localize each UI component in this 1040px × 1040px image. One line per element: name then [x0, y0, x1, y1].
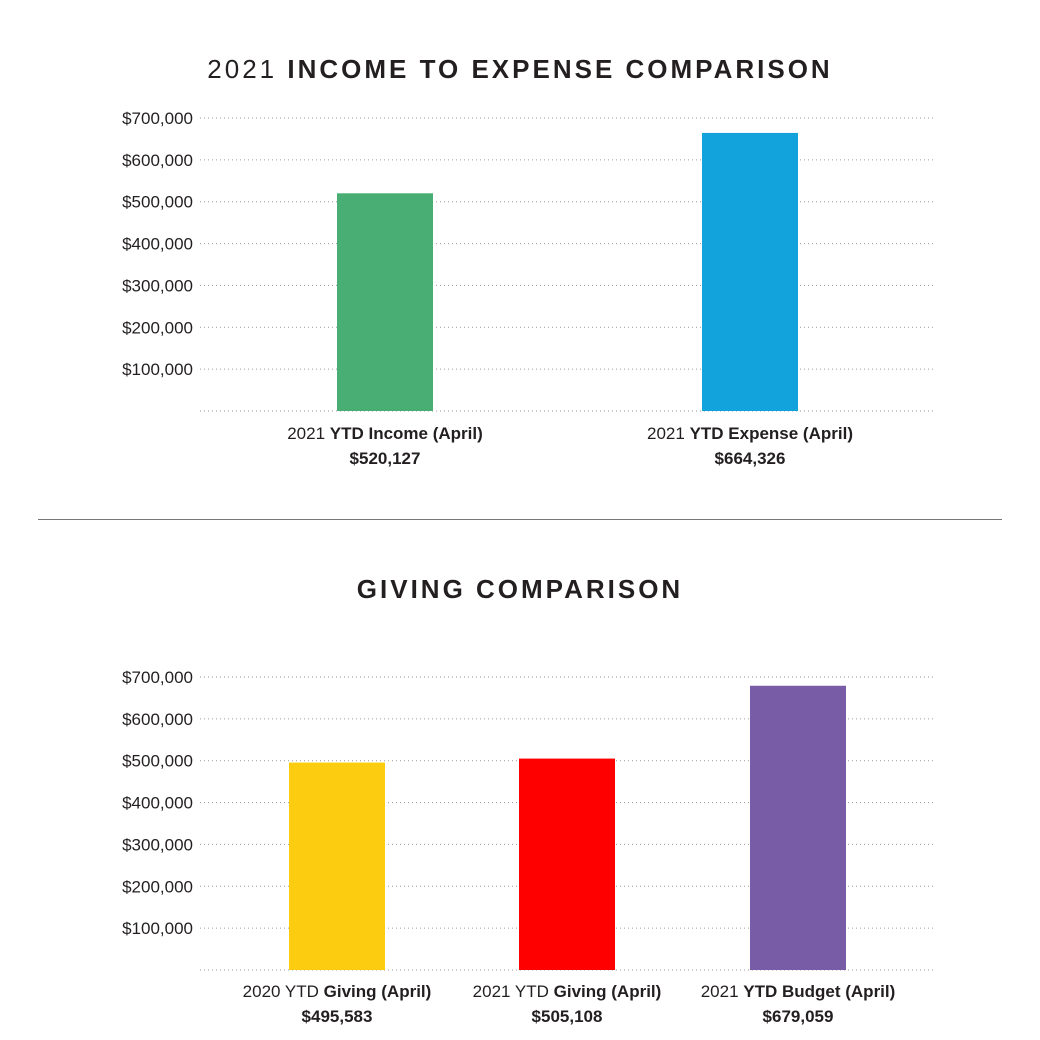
bar [750, 685, 846, 970]
category-prefix: 2021 [701, 982, 744, 1001]
giving-comparison-plot: $100,000 $200,000 $300,000 $400,000 $500,000… [122, 668, 934, 1026]
y-tick-label: $600,000 [122, 151, 193, 170]
chart-title-prefix: 2021 [207, 54, 278, 84]
x-category-label: 2021 YTD Income (April) [287, 424, 483, 443]
chart-title-main: GIVING COMPARISON [356, 574, 684, 604]
bar [702, 132, 798, 411]
y-tick-label: $500,000 [122, 752, 193, 771]
y-tick-label: $400,000 [122, 235, 193, 254]
bar-value-label: $495,583 [302, 1007, 373, 1026]
y-tick-label: $700,000 [122, 109, 193, 128]
chart-title: GIVING COMPARISON [0, 574, 1040, 605]
x-category-label: 2021 YTD Giving (April) [473, 982, 662, 1001]
bar-value-label: $520,127 [350, 449, 421, 468]
category-prefix: 2020 YTD [243, 982, 324, 1001]
bar [519, 758, 615, 970]
y-tick-label: $100,000 [122, 360, 193, 379]
category-prefix: 2021 YTD [473, 982, 554, 1001]
y-tick-label: $300,000 [122, 835, 193, 854]
category-prefix: 2021 [647, 424, 690, 443]
bar-value-label: $679,059 [763, 1007, 834, 1026]
x-category-label: 2021 YTD Expense (April) [647, 424, 853, 443]
category-prefix: 2021 [287, 424, 330, 443]
y-tick-label: $500,000 [122, 193, 193, 212]
x-category-label: 2020 YTD Giving (April) [243, 982, 432, 1001]
y-tick-label: $200,000 [122, 877, 193, 896]
y-tick-label: $700,000 [122, 668, 193, 687]
chart-title-main: INCOME TO EXPENSE COMPARISON [287, 54, 833, 84]
y-tick-label: $100,000 [122, 919, 193, 938]
x-category-label: 2021 YTD Budget (April) [701, 982, 896, 1001]
category-label: Giving (April) [324, 982, 432, 1001]
section-divider [38, 519, 1002, 520]
bar [289, 762, 385, 970]
category-label: YTD Budget (April) [743, 982, 895, 1001]
bar-value-label: $505,108 [532, 1007, 603, 1026]
y-tick-label: $200,000 [122, 318, 193, 337]
bar-value-label: $664,326 [715, 449, 786, 468]
category-label: Giving (April) [554, 982, 662, 1001]
bar [337, 193, 433, 411]
category-label: YTD Income (April) [330, 424, 483, 443]
y-tick-label: $400,000 [122, 794, 193, 813]
giving-comparison-chart: GIVING COMPARISON $100,000 $200,000 $300,0… [0, 540, 1040, 1040]
y-tick-label: $300,000 [122, 276, 193, 295]
y-tick-label: $600,000 [122, 710, 193, 729]
income-expense-plot: $100,000 $200,000 $300,000 $400,000 $500,000… [122, 109, 934, 468]
chart-title: 2021 INCOME TO EXPENSE COMPARISON [0, 54, 1040, 85]
income-expense-chart: 2021 INCOME TO EXPENSE COMPARISON $100,0… [0, 0, 1040, 500]
category-label: YTD Expense (April) [690, 424, 853, 443]
